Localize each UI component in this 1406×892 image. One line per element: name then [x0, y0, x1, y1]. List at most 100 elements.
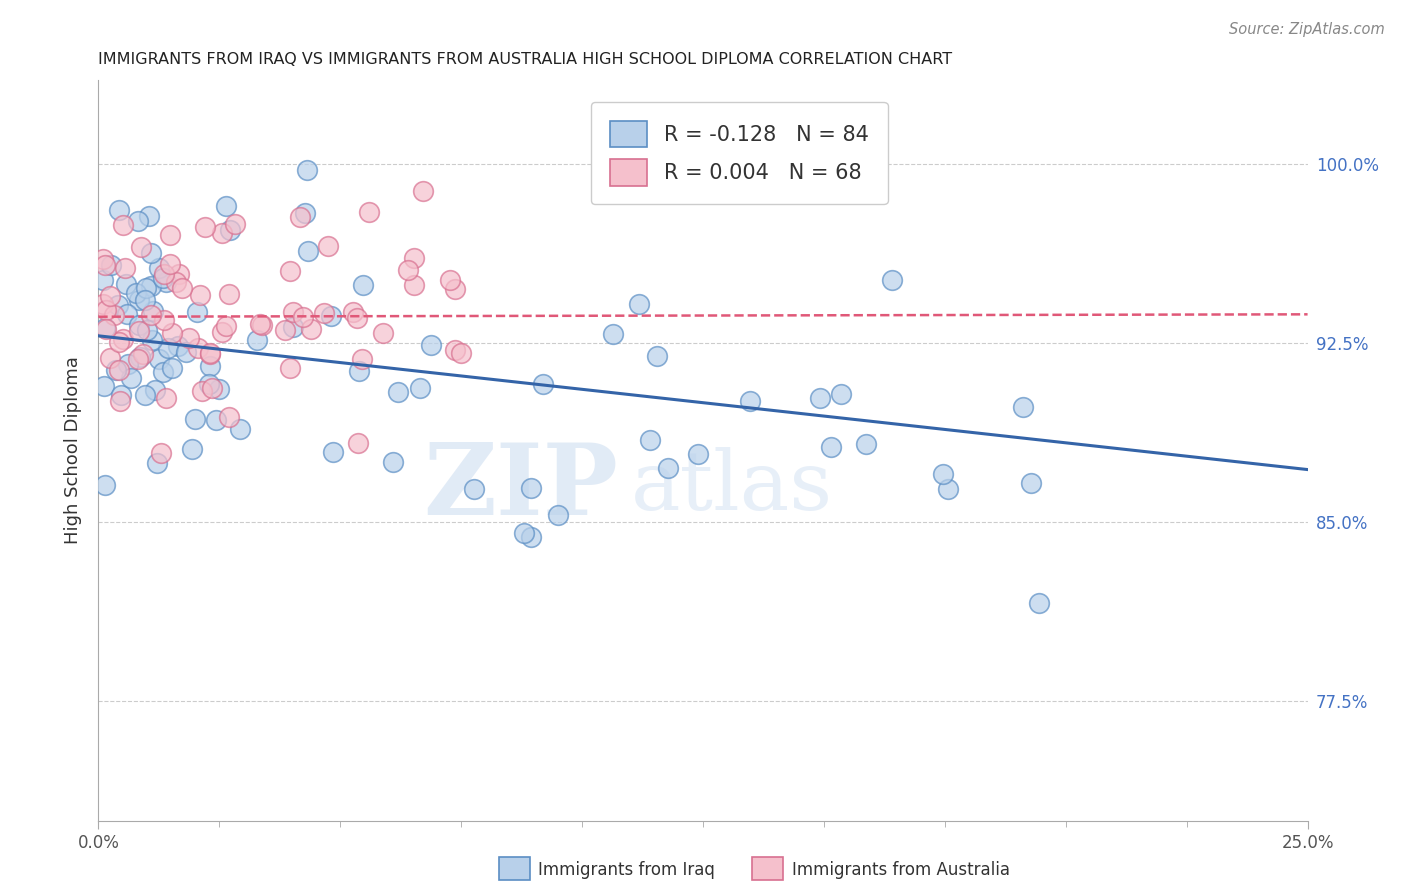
Point — [94, 478, 117, 492]
Point — [321, 309, 343, 323]
Point — [160, 326, 183, 340]
Point — [200, 359, 222, 373]
Point — [186, 305, 208, 319]
Point — [152, 267, 174, 281]
Point — [91, 297, 114, 311]
Point — [200, 345, 222, 359]
Point — [938, 483, 960, 497]
Point — [129, 350, 152, 364]
Point — [402, 277, 425, 292]
Text: atlas: atlas — [630, 448, 832, 527]
Point — [1012, 400, 1035, 414]
Point — [94, 258, 117, 272]
Point — [142, 303, 165, 318]
Point — [1019, 475, 1042, 490]
Point — [246, 333, 269, 347]
Point — [117, 357, 139, 371]
Point — [134, 388, 156, 402]
Point — [312, 306, 335, 320]
Point — [155, 275, 177, 289]
Point — [135, 281, 157, 295]
Point — [647, 349, 669, 363]
Point — [91, 252, 114, 266]
Point — [128, 318, 150, 332]
Point — [91, 273, 114, 287]
Point — [1028, 596, 1050, 610]
Point — [350, 351, 373, 366]
Point — [249, 317, 271, 331]
Point — [444, 343, 467, 357]
Point — [98, 351, 121, 365]
Text: Source: ZipAtlas.com: Source: ZipAtlas.com — [1229, 22, 1385, 37]
Point — [520, 481, 543, 495]
Point — [219, 223, 242, 237]
Point — [218, 409, 240, 424]
Point — [167, 339, 190, 353]
Point — [547, 508, 569, 522]
Point — [208, 382, 231, 396]
Point — [148, 260, 170, 275]
Point — [830, 387, 852, 401]
Point — [205, 412, 228, 426]
Point — [357, 204, 380, 219]
Point — [218, 287, 240, 301]
Point — [602, 327, 624, 342]
Point — [169, 267, 191, 281]
Point — [443, 282, 465, 296]
Point — [110, 387, 132, 401]
Point — [128, 324, 150, 338]
Point — [188, 288, 211, 302]
Point — [215, 318, 238, 333]
Point — [211, 325, 233, 339]
Point — [159, 257, 181, 271]
Point — [342, 305, 364, 319]
Point — [412, 185, 434, 199]
Point — [657, 460, 679, 475]
Point — [180, 442, 202, 457]
Point — [108, 362, 131, 376]
Point — [150, 446, 173, 460]
Text: IMMIGRANTS FROM IRAQ VS IMMIGRANTS FROM AUSTRALIA HIGH SCHOOL DIPLOMA CORRELATIO: IMMIGRANTS FROM IRAQ VS IMMIGRANTS FROM … — [98, 52, 952, 67]
Point — [274, 323, 297, 337]
Point — [148, 351, 170, 366]
Y-axis label: High School Diploma: High School Diploma — [63, 357, 82, 544]
Point — [281, 305, 304, 319]
Point — [396, 263, 419, 277]
Point — [352, 277, 374, 292]
Text: ZIP: ZIP — [423, 439, 619, 536]
Point — [174, 344, 197, 359]
Point — [346, 310, 368, 325]
Point — [127, 214, 149, 228]
Point — [252, 318, 274, 333]
Point — [104, 363, 127, 377]
Point — [294, 205, 316, 219]
Point — [382, 455, 405, 469]
Point — [108, 203, 131, 218]
Point — [402, 251, 425, 265]
Point — [387, 385, 409, 400]
Point — [132, 347, 155, 361]
Point — [129, 240, 152, 254]
Point — [152, 365, 174, 379]
Point — [115, 307, 138, 321]
Point — [159, 227, 181, 242]
Point — [146, 456, 169, 470]
Point — [93, 379, 115, 393]
Point — [224, 217, 246, 231]
Point — [172, 281, 194, 295]
Point — [98, 289, 121, 303]
Point — [143, 383, 166, 397]
Point — [108, 393, 131, 408]
Point — [134, 293, 156, 307]
Point — [127, 351, 149, 366]
Point — [198, 347, 221, 361]
Point — [627, 297, 650, 311]
Point — [139, 278, 162, 293]
Point — [820, 440, 842, 454]
Point — [297, 244, 319, 258]
Point — [349, 364, 371, 378]
Point — [855, 436, 877, 450]
Point — [808, 391, 831, 405]
Point — [215, 199, 238, 213]
Point — [103, 308, 125, 322]
